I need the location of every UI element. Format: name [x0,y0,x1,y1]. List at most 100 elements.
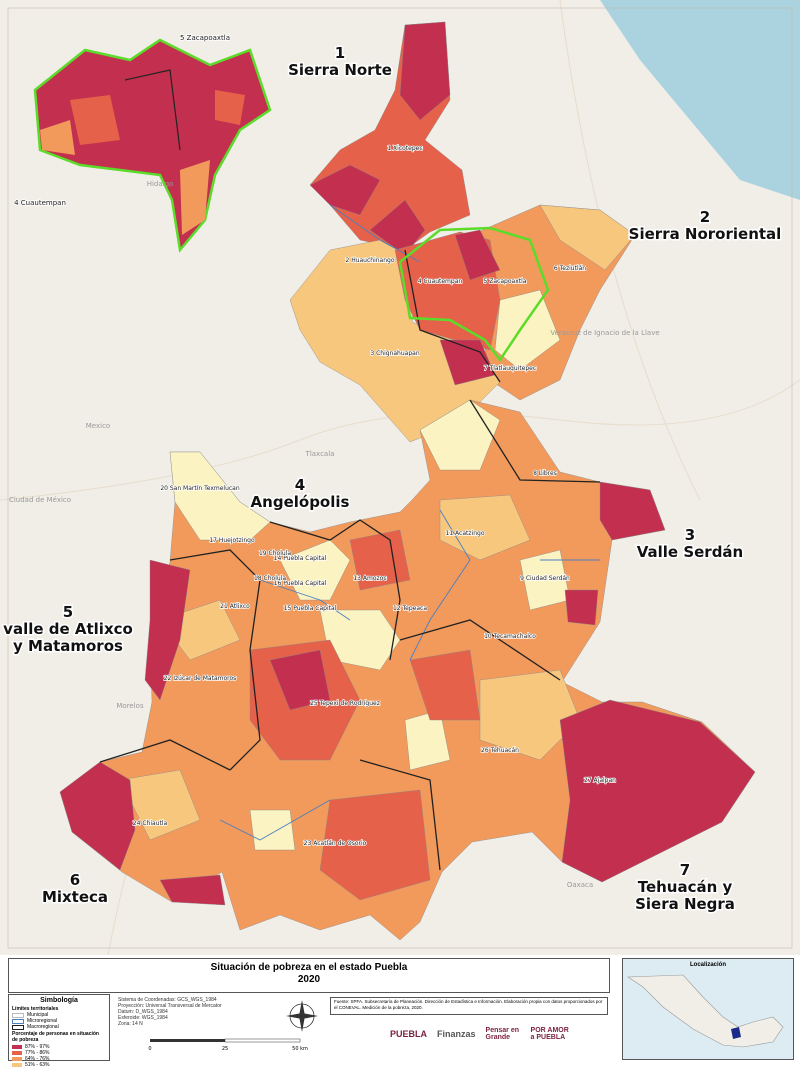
microregion-label: 7 Tlatlauquitepec [484,365,536,372]
projection-line: Esferoide: WGS_1984 [118,1015,168,1021]
sea [600,0,800,200]
microregion-label: 17 Huejotzingo [209,537,255,544]
place-label: Tlaxcala [305,450,335,458]
legend-subtitle: Porcentaje de personas en situación de p… [12,1031,99,1043]
microregion-borders [219,204,600,841]
place-label: Hidalgo [147,180,174,188]
legend-swatch [12,1012,24,1018]
legend-swatch [12,1018,24,1024]
region-number: 7 [680,861,690,879]
logo: POR AMOR a PUEBLA [530,1027,569,1041]
projection-line: Sistema de Coordenadas: GCS_WGS_1984 [118,997,217,1003]
title: Situación de pobreza en el estado Puebla [210,962,408,973]
microregion-label: 6 Teziutlán [554,265,586,272]
region-name: Valle Serdán [637,543,744,561]
microregion-label: 2 Huauchinango [345,257,394,264]
microregion-label: 19 Cholula [259,550,291,557]
legend-subtitle: Límites territoriales [12,1006,59,1012]
microregion-label: 5 Zacapoaxtla [484,278,527,285]
region-name: valle de Atlixco [3,620,133,638]
frame [7,7,793,949]
north-arrow [286,1000,318,1032]
scale-label: 25 [222,1046,228,1052]
microregion-label: 18 Cholula [254,575,286,582]
microregion-label: 25 Tepexi de Rodríguez [310,700,380,707]
highlight-outline [398,226,550,363]
legend-swatch [12,1051,22,1055]
region-name: Sierra Nororiental [629,225,782,243]
region-name: Mixteca [42,888,108,906]
legend-swatch [12,1024,24,1030]
subtitle: 2020 [297,974,321,985]
microregion-label: 1 Xicotepec [387,145,422,152]
legend-label: 64% - 76% [25,1056,50,1062]
place-label: Veracruz de Ignacio de la Llave [550,329,659,337]
microregion-label: 16 Puebla Capital [274,580,327,587]
legend-swatch [12,1045,22,1049]
legend-label: 87% - 97% [25,1044,50,1050]
place-label: Mexico [86,422,110,430]
region-name: Angelópolis [251,493,350,511]
legend-item: 77% - 86% [12,1050,109,1056]
microregion-label: 3 Chignahuapan [370,350,419,357]
projection-line: Datum: D_WGS_1984 [118,1009,168,1015]
microregion-label: 4 Cuautempan [418,278,463,285]
legend-item: 64% - 76% [12,1056,109,1062]
legend-label: 51% - 63% [25,1062,50,1067]
region-name: Siera Negra [635,895,735,913]
legend-label: Macroregional [27,1024,59,1030]
projection-line: Proyección: Universal Transversal de Mer… [118,1003,222,1009]
place-label: Oaxaca [567,881,593,889]
logos: PUEBLA Finanzas Pensar en Grande POR AMO… [390,1022,610,1046]
region-number: 3 [685,526,695,544]
logo: Pensar en Grande [485,1027,519,1041]
microregion-label: 12 Tepeaca [393,605,427,612]
region-name: Sierra Norte [288,61,392,79]
scale-label: 50 km [292,1046,308,1052]
macroregion-borders [99,249,601,871]
region-number: 6 [70,871,80,889]
legend-item: Municipal [12,1012,109,1018]
microregion-label: 27 Ajalpan [584,777,616,784]
legend-title: Simbología [40,997,78,1004]
microregion-label: 21 Atlixco [220,603,250,610]
projection-info: Sistema de Coordenadas: GCS_WGS_1984 Proy… [118,997,222,1027]
microregion-label: 13 Amozoc [353,575,386,582]
place-label: Ciudad de México [9,496,71,504]
legend-item: Macroregional [12,1024,109,1030]
microregion-label: 23 Acatlán de Osorio [304,840,367,847]
microregion-label: 26 Tehuacán [481,747,519,754]
legend: Simbología Límites territoriales Municip… [8,994,110,1067]
microregion-label: 9 Ciudad Serdán [520,575,570,582]
inset-label: 4 Cuautempan [14,199,66,207]
microregion-label: 24 Chiautla [133,820,168,827]
microregion-label: 20 San Martín Texmelucan [160,485,240,492]
municipalities [59,21,756,941]
region-number: 2 [700,208,710,226]
legend-swatch [12,1063,22,1067]
legend-item: Microregional [12,1018,109,1024]
location-map: Localización [622,958,794,1060]
microregion-label: 11 Acatzingo [446,530,485,537]
inset-map [33,38,272,253]
legend-swatch [12,1057,22,1061]
microregion-label: 8 Libres [533,470,557,477]
legend-label: Microregional [27,1018,58,1024]
legend-item: 87% - 97% [12,1044,109,1050]
region-number: 4 [295,476,305,494]
legend-label: 77% - 86% [25,1050,50,1056]
microregion-label: 15 Puebla Capital [284,605,337,612]
scale-label: 0 [148,1046,151,1052]
mexico-outline [627,974,784,1048]
region-number: 1 [335,44,345,62]
region-name: Tehuacán y [638,878,733,896]
legend-item: 51% - 63% [12,1062,109,1067]
source: Fuente: SPFA. Subsecretaría de Planeació… [330,997,608,1015]
legend-label: Municipal [27,1012,49,1018]
place-label: Morelos [116,702,144,710]
title-box: Situación de pobreza en el estado Puebla… [8,958,610,993]
location-title: Localización [689,962,726,968]
inset-label: 5 Zacapoaxtla [180,34,230,42]
